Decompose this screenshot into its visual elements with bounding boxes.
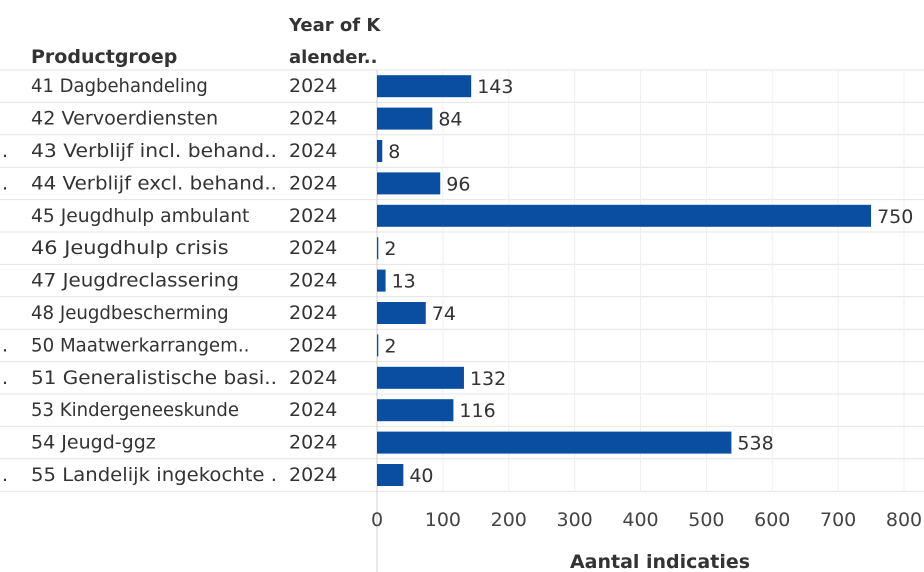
category-label: 55 Landelijk ingekochte . (31, 464, 277, 486)
bar (377, 302, 426, 324)
x-tick-label: 0 (371, 509, 383, 531)
category-label: 43 Verblijf incl. behand.. (31, 140, 277, 162)
x-tick-label: 200 (491, 509, 527, 531)
bar (377, 107, 433, 130)
label-overflow-marker: . (2, 334, 8, 356)
year-label: 2024 (289, 140, 337, 162)
category-label: 47 Jeugdreclassering (31, 270, 239, 292)
year-label: 2024 (289, 237, 337, 259)
data-label: 8 (388, 141, 400, 163)
row-header: Productgroep (31, 46, 177, 68)
category-label: 51 Generalistische basi.. (31, 367, 277, 389)
category-label: 41 Dagbehandeling (31, 75, 208, 97)
bar (377, 269, 386, 292)
data-label: 2 (384, 238, 396, 260)
year-label: 2024 (289, 432, 337, 454)
data-label: 750 (877, 206, 913, 228)
year-label: 2024 (289, 172, 337, 194)
category-label: 53 Kindergeneeskunde (31, 399, 239, 421)
category-label: 54 Jeugd-ggz (31, 432, 156, 454)
category-label: 48 Jeugdbescherming (31, 302, 229, 324)
bar (377, 464, 404, 486)
year-label: 2024 (289, 367, 337, 389)
x-tick-label: 800 (886, 509, 922, 531)
bar (377, 172, 441, 195)
bar (377, 204, 872, 227)
bar (377, 431, 732, 454)
data-label: 74 (432, 303, 456, 325)
year-label: 2024 (289, 75, 337, 97)
category-label: 50 Maatwerkarrangem.. (31, 334, 249, 356)
year-label: 2024 (289, 464, 337, 486)
category-label: 46 Jeugdhulp crisis (31, 237, 229, 259)
year-label: 2024 (289, 205, 337, 227)
year-label: 2024 (289, 270, 337, 292)
bar (377, 140, 383, 162)
x-tick-label: 100 (425, 509, 461, 531)
data-label: 96 (446, 173, 470, 195)
x-tick-label: 300 (556, 509, 592, 531)
data-label: 538 (737, 433, 773, 455)
bar (377, 366, 464, 389)
year-label: 2024 (289, 302, 337, 324)
bar (377, 399, 454, 422)
category-label: 44 Verblijf excl. behand.. (31, 172, 277, 194)
year-label: 2024 (289, 108, 337, 130)
year-label: 2024 (289, 334, 337, 356)
data-label: 13 (392, 271, 416, 293)
data-label: 84 (438, 109, 462, 131)
category-label: 42 Vervoerdiensten (31, 108, 218, 130)
data-label: 40 (409, 465, 433, 487)
data-label: 116 (459, 400, 495, 422)
year-header-line1: Year of K (288, 15, 381, 36)
label-overflow-marker: . (2, 367, 8, 389)
x-tick-label: 700 (820, 509, 856, 531)
x-tick-label: 400 (622, 509, 658, 531)
year-label: 2024 (289, 399, 337, 421)
data-label: 2 (384, 335, 396, 357)
bar (377, 75, 472, 98)
x-axis-title: Aantal indicaties (570, 551, 750, 572)
data-label: 143 (477, 76, 513, 98)
label-overflow-marker: . (2, 464, 8, 486)
category-label: 45 Jeugdhulp ambulant (31, 205, 249, 227)
bar (377, 237, 379, 260)
bar (377, 334, 379, 357)
label-overflow-marker: . (2, 172, 8, 194)
data-label: 132 (470, 368, 506, 390)
x-tick-label: 600 (754, 509, 790, 531)
x-tick-label: 500 (688, 509, 724, 531)
year-header-line2: alender.. (289, 47, 377, 68)
label-overflow-marker: . (2, 140, 8, 162)
